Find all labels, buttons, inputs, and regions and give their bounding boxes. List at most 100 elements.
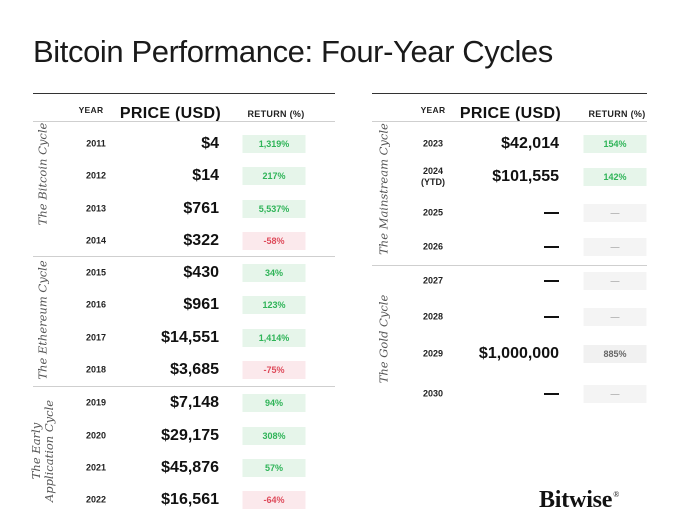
return-badge: 217% <box>242 167 306 185</box>
year-cell: 2024 (YTD) <box>421 166 445 188</box>
year-value: 2026 <box>422 241 444 252</box>
return-badge: 1,319% <box>242 135 306 153</box>
year-cell: 2016 <box>86 300 106 311</box>
year-value: 2020 <box>85 430 107 441</box>
year-value: 2013 <box>85 203 107 214</box>
price-dash <box>544 393 559 395</box>
year-cell: 2013 <box>86 204 106 215</box>
year-value: 2012 <box>85 170 107 181</box>
year-cell: 2014 <box>86 236 106 247</box>
price-dash <box>544 212 559 214</box>
price-cell: $3,685 <box>170 361 219 378</box>
cycle-label: The Early Application Cycle <box>29 399 56 503</box>
year-cell: 2025 <box>423 208 443 219</box>
registered-mark: ® <box>613 490 620 499</box>
price-cell: $430 <box>183 264 219 281</box>
return-badge: 5,537% <box>242 200 306 218</box>
right-header-rule <box>372 121 647 122</box>
return-badge <box>583 385 647 403</box>
price-cell: $16,561 <box>161 491 219 508</box>
year-cell: 2015 <box>86 268 106 279</box>
return-badge: 1,414% <box>242 329 306 347</box>
year-value: 2029 <box>422 348 444 359</box>
return-badge: -75% <box>242 361 306 379</box>
price-cell: $761 <box>183 200 219 217</box>
price-cell: $45,876 <box>161 459 219 476</box>
right-cycle-divider <box>372 265 647 266</box>
cycle-label: The Bitcoin Cycle <box>35 122 50 226</box>
year-value: 2017 <box>85 332 107 343</box>
logo-text: Bitwise <box>539 487 613 513</box>
year-value: 2027 <box>422 275 444 286</box>
price-cell: $7,148 <box>170 394 219 411</box>
price-cell: $322 <box>183 232 219 249</box>
year-value: 2011 <box>86 138 106 149</box>
year-cell: 2026 <box>423 242 443 253</box>
return-badge: 57% <box>242 459 306 477</box>
bitwise-logo: Bitwise® <box>539 487 619 514</box>
year-cell: 2022 <box>86 495 106 506</box>
left-price-header: PRICE (USD) <box>119 105 221 122</box>
right-year-header: YEAR <box>420 105 446 115</box>
year-value: 2024 <box>422 166 444 176</box>
return-badge: 885% <box>583 345 647 363</box>
right-return-header: RETURN (%) <box>588 109 646 119</box>
year-value: 2014 <box>85 235 107 246</box>
return-badge <box>583 272 647 290</box>
return-badge: 308% <box>242 427 306 445</box>
year-cell: 2030 <box>423 389 443 400</box>
return-badge: 154% <box>583 135 647 153</box>
year-cell: 2011 <box>86 139 106 150</box>
year-note: (YTD) <box>421 177 445 187</box>
price-cell: $961 <box>183 296 219 313</box>
year-value: 2022 <box>85 494 107 505</box>
year-value: 2025 <box>422 207 444 218</box>
year-cell: 2027 <box>423 276 443 287</box>
year-cell: 2020 <box>86 431 106 442</box>
year-cell: 2021 <box>86 463 106 474</box>
year-value: 2019 <box>85 397 107 408</box>
right-top-rule <box>372 93 647 94</box>
return-badge: 94% <box>242 394 306 412</box>
price-cell: $14,551 <box>161 329 219 346</box>
year-cell: 2017 <box>86 333 106 344</box>
cycle-label-line: Application Cycle <box>42 399 56 503</box>
price-cell: $29,175 <box>161 427 219 444</box>
year-value: 2028 <box>422 311 444 322</box>
cycle-label: The Ethereum Cycle <box>35 260 50 380</box>
price-cell: $1,000,000 <box>478 345 559 362</box>
year-cell: 2018 <box>86 365 106 376</box>
return-badge: 142% <box>583 168 647 186</box>
price-cell: $101,555 <box>492 168 559 185</box>
page-title: Bitcoin Performance: Four-Year Cycles <box>33 34 553 69</box>
left-year-header: YEAR <box>78 105 104 115</box>
left-top-rule <box>33 93 335 94</box>
return-badge <box>583 308 647 326</box>
return-badge: -58% <box>242 232 306 250</box>
left-cycle-divider-2 <box>33 386 335 387</box>
year-cell: 2012 <box>86 171 106 182</box>
year-value: 2030 <box>422 388 444 399</box>
price-cell: $42,014 <box>501 135 559 152</box>
year-cell: 2019 <box>86 398 106 409</box>
year-value: 2016 <box>85 299 107 310</box>
right-price-header: PRICE (USD) <box>459 105 561 122</box>
price-dash <box>544 316 559 318</box>
price-cell: $14 <box>192 167 219 184</box>
year-cell: 2028 <box>423 312 443 323</box>
year-cell: 2023 <box>423 139 443 150</box>
left-header-rule <box>33 121 335 122</box>
return-badge <box>583 238 647 256</box>
year-value: 2023 <box>422 138 444 149</box>
cycle-label: The Mainstream Cycle <box>376 123 391 255</box>
return-badge: 123% <box>242 296 306 314</box>
year-value: 2018 <box>85 364 107 375</box>
return-badge: -64% <box>242 491 306 509</box>
year-value: 2021 <box>85 462 107 473</box>
price-cell: $4 <box>201 135 219 152</box>
price-dash <box>544 246 559 248</box>
year-cell: 2029 <box>423 349 443 360</box>
cycle-label: The Gold Cycle <box>376 294 391 384</box>
left-return-header: RETURN (%) <box>247 109 305 119</box>
year-value: 2015 <box>85 267 107 278</box>
